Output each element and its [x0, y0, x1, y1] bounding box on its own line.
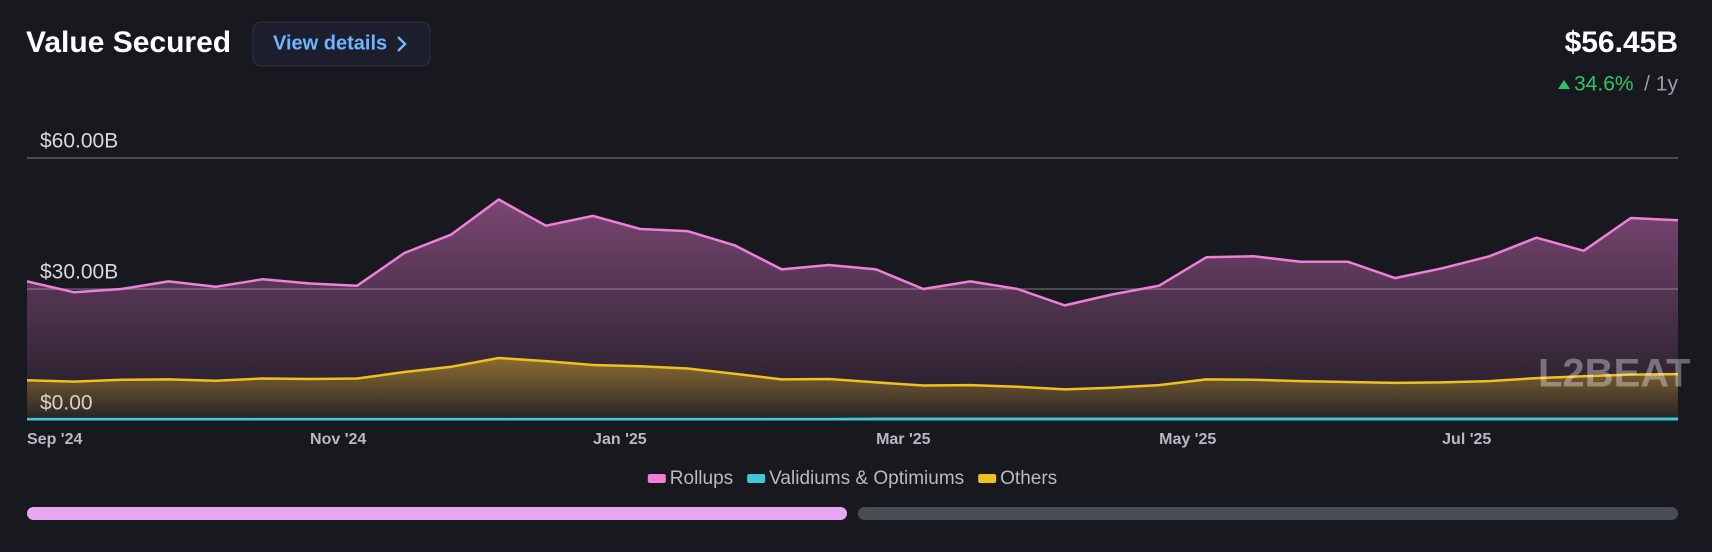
x-tick-label: Jul '25: [1442, 431, 1491, 448]
watermark: L2BEAT: [1538, 352, 1691, 396]
line: [26, 356, 1679, 391]
chevron: [397, 36, 407, 52]
x-tick-label: May '25: [1159, 431, 1216, 448]
y-tick-label: $60.00B: [40, 130, 118, 153]
up-arrow: [1558, 80, 1570, 89]
legend-label: Validiums & Optimiums: [769, 468, 964, 489]
total-value: $56.45B: [1565, 26, 1678, 59]
legend-label: Others: [1000, 468, 1057, 489]
range-selection[interactable]: [27, 507, 847, 520]
legend-swatch: [978, 474, 997, 483]
x-tick-label: Jan '25: [593, 431, 647, 448]
period: / 1y: [1644, 73, 1678, 96]
legend-swatch: [747, 474, 766, 483]
title: Value Secured: [26, 26, 231, 59]
range-track[interactable]: [858, 507, 1678, 520]
line: [26, 198, 1679, 307]
y-tick-label: $30.00B: [40, 261, 118, 284]
view-details-button[interactable]: [252, 21, 431, 67]
legend-swatch: [647, 474, 666, 483]
button-label: View details: [273, 32, 387, 54]
x-tick-label: Mar '25: [876, 431, 931, 448]
x-tick-label: Nov '24: [310, 431, 366, 448]
area: [27, 358, 1678, 420]
change: 34.6%: [1574, 73, 1634, 96]
legend-label: Rollups: [670, 468, 733, 489]
area: [27, 199, 1678, 420]
x-tick-label: Sep '24: [27, 431, 82, 448]
